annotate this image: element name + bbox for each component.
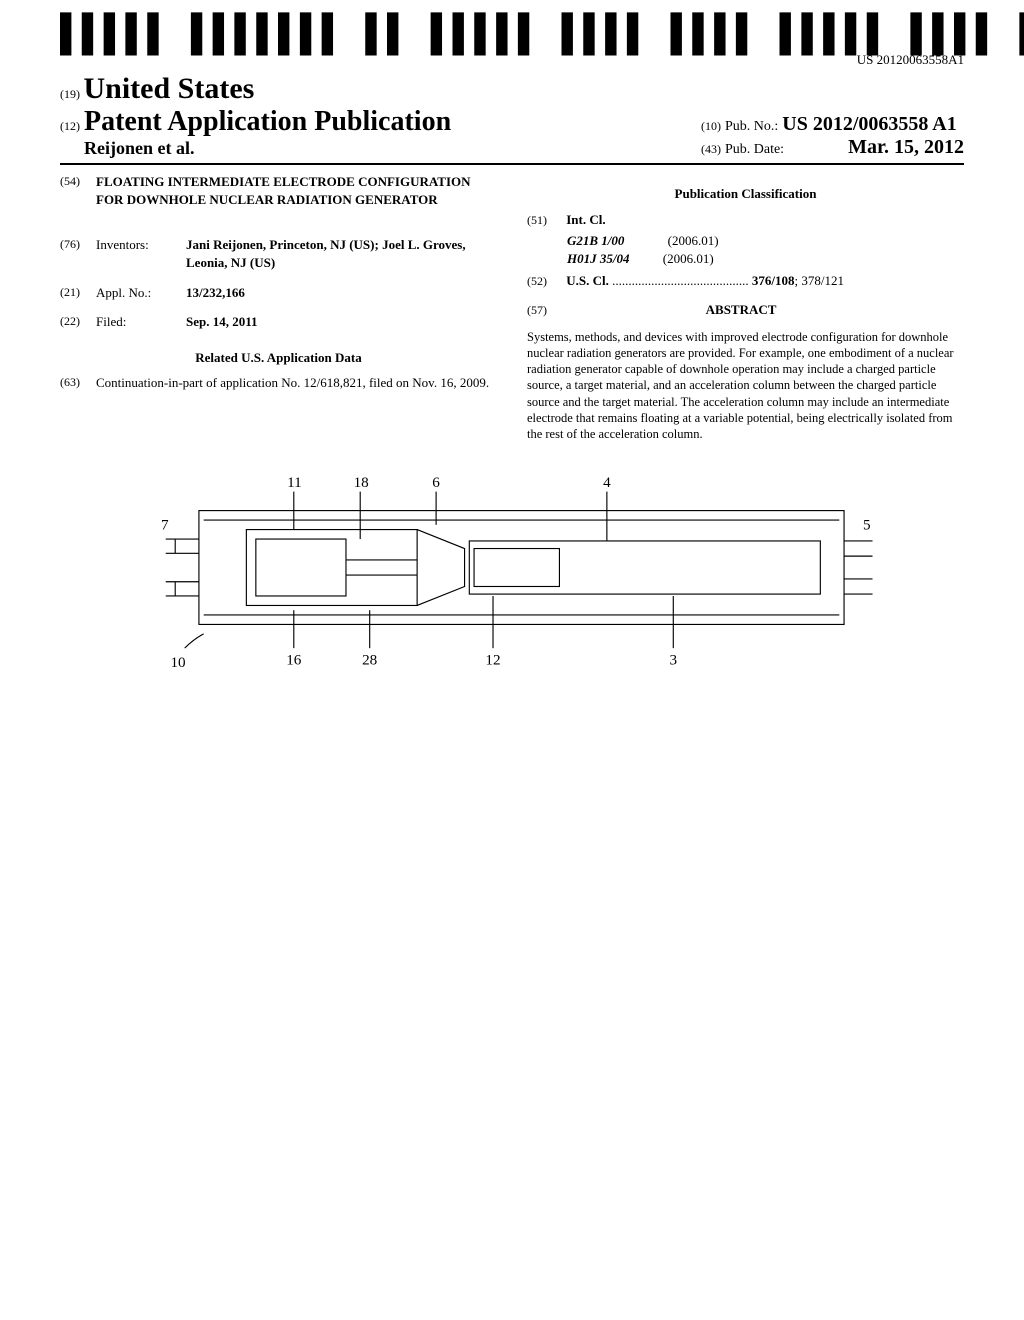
right-column: Publication Classification (51) Int. Cl.… — [527, 173, 964, 442]
inventors-names: Jani Reijonen, Princeton, NJ (US); Joel … — [186, 237, 466, 270]
patent-title: FLOATING INTERMEDIATE ELECTRODE CONFIGUR… — [96, 173, 497, 208]
label-12: 12 — [485, 652, 500, 669]
code-19: (19) — [60, 87, 80, 101]
label-4: 4 — [603, 474, 611, 491]
uscl-row: (52) U.S. Cl. ..........................… — [527, 272, 964, 290]
continuation-row: (63) Continuation-in-part of application… — [60, 374, 497, 392]
label-10: 10 — [170, 655, 185, 672]
code-10: (10) — [701, 119, 721, 133]
appl-value: 13/232,166 — [186, 284, 497, 302]
barcode-glyph: ▌▌▌▌▌ ▌▌▌▌▌▌▌ ▌▌ ▌▌▌▌▌ ▌▌▌▌ ▌▌▌▌ ▌▌▌▌▌ ▌… — [60, 20, 1024, 50]
pubdate: Mar. 15, 2012 — [848, 136, 964, 158]
left-column: (54) FLOATING INTERMEDIATE ELECTRODE CON… — [60, 173, 497, 442]
title-row: (54) FLOATING INTERMEDIATE ELECTRODE CON… — [60, 173, 497, 224]
inventors-label: Inventors: — [96, 236, 186, 271]
label-16: 16 — [286, 652, 302, 669]
intcl-item-0: G21B 1/00 (2006.01) — [527, 232, 964, 250]
intcl-class-0: G21B 1/00 — [567, 233, 624, 248]
patent-page: ▌▌▌▌▌ ▌▌▌▌▌▌▌ ▌▌ ▌▌▌▌▌ ▌▌▌▌ ▌▌▌▌ ▌▌▌▌▌ ▌… — [0, 0, 1024, 1320]
authors-line: Reijonen et al. — [84, 138, 194, 158]
label-11: 11 — [287, 474, 302, 491]
continuation-text: Continuation-in-part of application No. … — [96, 374, 497, 392]
uscl-value-bold: 376/108 — [752, 273, 795, 288]
header-left: (19) United States (12) Patent Applicati… — [60, 72, 451, 159]
appl-row: (21) Appl. No.: 13/232,166 — [60, 284, 497, 302]
code-76: (76) — [60, 236, 96, 271]
code-51: (51) — [527, 212, 563, 228]
filed-row: (22) Filed: Sep. 14, 2011 — [60, 313, 497, 331]
label-18: 18 — [354, 474, 369, 491]
pubdate-label: Pub. Date: — [725, 142, 784, 157]
abstract-text: Systems, methods, and devices with impro… — [527, 329, 964, 443]
abstract-row: (57) ABSTRACT — [527, 295, 964, 325]
code-63: (63) — [60, 374, 96, 392]
code-52: (52) — [527, 273, 563, 289]
label-5: 5 — [863, 517, 871, 534]
intcl-row: (51) Int. Cl. — [527, 211, 964, 229]
pubno: US 2012/0063558 A1 — [782, 113, 956, 135]
intcl-label: Int. Cl. — [566, 212, 605, 227]
code-21: (21) — [60, 284, 96, 302]
publication-type: Patent Application Publication — [84, 106, 451, 137]
header-row: (19) United States (12) Patent Applicati… — [60, 72, 964, 165]
intcl-year-1: (2006.01) — [663, 251, 714, 266]
code-43: (43) — [701, 142, 721, 156]
header-right: (10) Pub. No.: US 2012/0063558 A1 (43) P… — [701, 113, 964, 159]
intcl-class-1: H01J 35/04 — [567, 251, 629, 266]
code-57: (57) — [527, 302, 563, 318]
abstract-heading: ABSTRACT — [566, 301, 916, 319]
code-22: (22) — [60, 313, 96, 331]
uscl-value-rest: ; 378/121 — [795, 273, 844, 288]
barcode-block: ▌▌▌▌▌ ▌▌▌▌▌▌▌ ▌▌ ▌▌▌▌▌ ▌▌▌▌ ▌▌▌▌ ▌▌▌▌▌ ▌… — [60, 20, 964, 68]
related-heading: Related U.S. Application Data — [60, 349, 497, 367]
inventors-row: (76) Inventors: Jani Reijonen, Princeton… — [60, 236, 497, 271]
diagram-wrap: 11 18 6 4 7 5 16 28 12 3 10 — [60, 472, 964, 682]
code-12: (12) — [60, 119, 80, 133]
body-columns: (54) FLOATING INTERMEDIATE ELECTRODE CON… — [60, 173, 964, 442]
uscl-dots: ........................................… — [612, 273, 752, 288]
label-7: 7 — [161, 517, 169, 534]
label-6: 6 — [432, 474, 440, 491]
uscl-label: U.S. Cl. — [566, 273, 609, 288]
filed-value: Sep. 14, 2011 — [186, 313, 497, 331]
country: United States — [84, 72, 255, 105]
inventors-value: Jani Reijonen, Princeton, NJ (US); Joel … — [186, 236, 497, 271]
classification-heading: Publication Classification — [527, 185, 964, 203]
code-54: (54) — [60, 173, 96, 224]
intcl-item-1: H01J 35/04 (2006.01) — [527, 250, 964, 268]
intcl-year-0: (2006.01) — [668, 233, 719, 248]
label-3: 3 — [669, 652, 677, 669]
appl-label: Appl. No.: — [96, 284, 186, 302]
pubno-label: Pub. No.: — [725, 119, 778, 134]
label-28: 28 — [362, 652, 377, 669]
filed-label: Filed: — [96, 313, 186, 331]
schematic-diagram: 11 18 6 4 7 5 16 28 12 3 10 — [142, 472, 882, 682]
